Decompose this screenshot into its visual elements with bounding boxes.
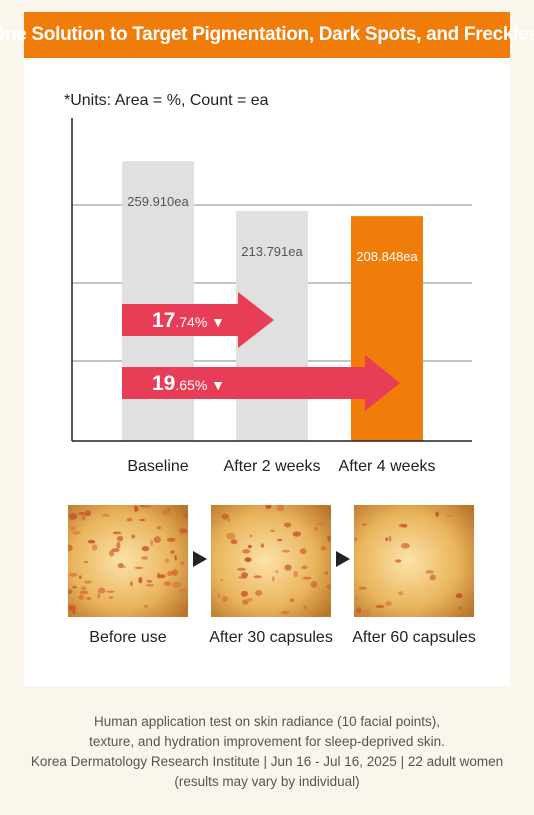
x-tick-label: After 4 weeks xyxy=(339,458,436,475)
caption-after-60-capsules: After 60 capsules xyxy=(352,629,476,646)
reduction-arrow xyxy=(122,292,274,348)
reduction-label: 19.65% ▼ xyxy=(152,372,225,395)
skin-texture-image xyxy=(354,505,474,617)
x-tick-label: After 2 weeks xyxy=(224,458,321,475)
caption-before-use: Before use xyxy=(89,629,167,646)
footnote-line: Korea Dermatology Research Institute | J… xyxy=(30,754,504,769)
study-footnote: Human application test on skin radiance … xyxy=(0,712,534,792)
reduction-arrow xyxy=(122,355,400,411)
caption-after-30-capsules: After 30 capsules xyxy=(209,629,333,646)
data-label: 213.791ea xyxy=(241,244,303,259)
skin-photo-comparison: Before use After 30 capsules After 60 ca… xyxy=(24,505,510,655)
x-tick-label: Baseline xyxy=(127,458,188,475)
data-label: 259.910ea xyxy=(127,194,189,209)
reduction-label: 17.74% ▼ xyxy=(152,309,225,332)
photo-before-use xyxy=(68,505,188,617)
skin-texture-image xyxy=(211,505,331,617)
units-note: *Units: Area = %, Count = ea xyxy=(64,92,269,109)
photo-after-60-capsules xyxy=(354,505,474,617)
footnote-line: Human application test on skin radiance … xyxy=(94,714,440,729)
bar-chart: 259.910ea Baseline 213.791ea After 2 weeks 2… xyxy=(71,118,472,475)
footnote-line: (results may vary by individual) xyxy=(174,774,360,789)
photo-after-30-capsules xyxy=(211,505,331,617)
infographic-card: One Solution to Target Pigmentation, Dar… xyxy=(0,12,534,686)
page-title: One Solution to Target Pigmentation, Dar… xyxy=(0,12,534,58)
data-label: 208.848ea xyxy=(356,249,418,264)
bar-after-4-weeks xyxy=(351,216,423,441)
skin-texture-image xyxy=(68,505,188,617)
next-arrow-icon xyxy=(193,551,207,567)
next-arrow-icon xyxy=(336,551,350,567)
footnote-line: texture, and hydration improvement for s… xyxy=(89,734,445,749)
